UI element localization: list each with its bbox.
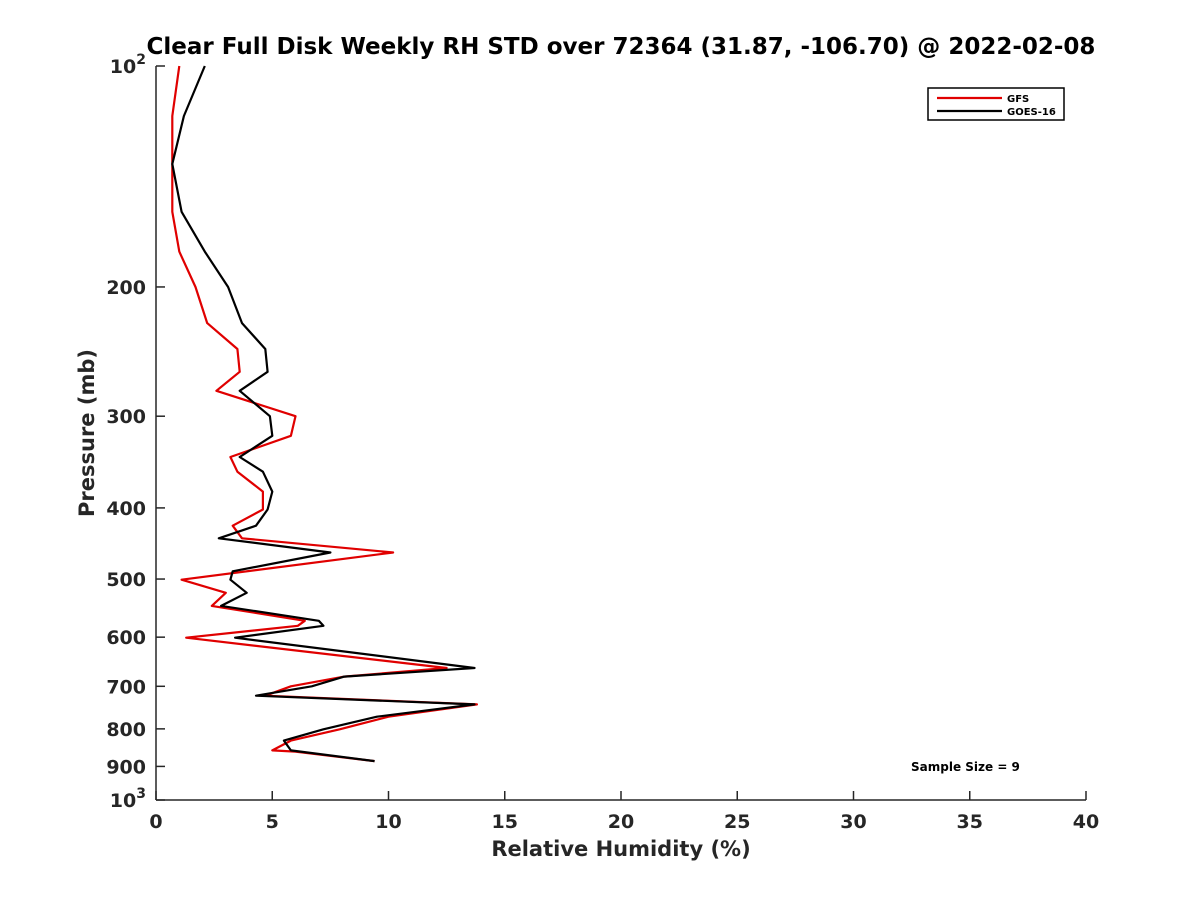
legend-label: GFS [1007, 94, 1029, 105]
legend-box [927, 87, 1065, 121]
y-axis-label: Pressure (mb) [75, 349, 99, 517]
series-line-goes-16 [171, 65, 476, 763]
series-line-gfs [171, 65, 478, 763]
x-tick-label: 20 [608, 811, 634, 833]
y-tick-label: 900 [106, 756, 146, 778]
x-tick-label: 40 [1073, 811, 1099, 833]
chart-title: Clear Full Disk Weekly RH STD over 72364… [147, 34, 1096, 60]
x-tick-label: 30 [840, 811, 866, 833]
x-tick-label: 15 [492, 811, 518, 833]
x-tick-label: 10 [375, 811, 401, 833]
legend-label: GOES-16 [1007, 107, 1056, 118]
y-ticks: 102 200 300 400 500 600 700 800 900 103 [106, 52, 165, 812]
y-tick-label: 700 [106, 676, 146, 698]
y-tick-label: 600 [106, 627, 146, 649]
sample-size-annotation: Sample Size = 9 [911, 760, 1020, 774]
series-layer [171, 65, 478, 763]
legend: GFS GOES-16 [927, 87, 1065, 121]
x-axis-label: Relative Humidity (%) [491, 837, 750, 861]
y-tick-label: 200 [106, 277, 146, 299]
y-tick-label: 500 [106, 569, 146, 591]
x-tick-label: 25 [724, 811, 750, 833]
x-tick-label: 5 [266, 811, 279, 833]
x-tick-label: 35 [957, 811, 983, 833]
plot-area: 0 5 10 15 20 25 30 35 40 102 200 300 400 500 600 700 80… [106, 52, 1099, 833]
y-tick-label: 800 [106, 719, 146, 741]
y-tick-label: 300 [106, 406, 146, 428]
y-tick-label: 102 [110, 52, 146, 78]
x-ticks: 0 5 10 15 20 25 30 35 40 [149, 791, 1099, 833]
y-tick-label: 103 [110, 786, 146, 812]
y-tick-label: 400 [106, 498, 146, 520]
x-tick-label: 0 [149, 811, 162, 833]
